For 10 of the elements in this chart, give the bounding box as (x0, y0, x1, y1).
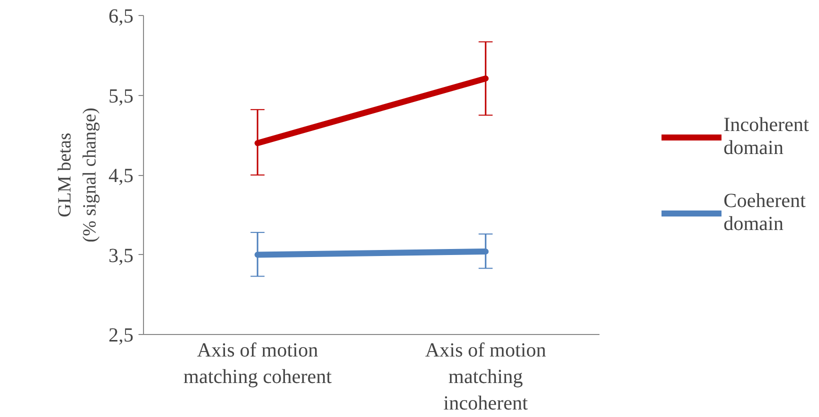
y-tick-label: 3,5 (108, 244, 134, 267)
y-tick-label: 5,5 (108, 85, 134, 108)
legend-label: Coeherent domain (723, 190, 806, 236)
y-tick-label: 6,5 (108, 6, 134, 28)
legend-label: Incoherent domain (723, 114, 809, 160)
y-axis-title: GLM betas (% signal change) (54, 108, 100, 242)
y-tick-label: 4,5 (108, 165, 134, 187)
x-tick-label: Axis of motion matching coherent (183, 340, 332, 388)
x-tick-label: Axis of motion matching incoherent (425, 340, 546, 414)
y-tick-label: 2,5 (108, 324, 134, 346)
